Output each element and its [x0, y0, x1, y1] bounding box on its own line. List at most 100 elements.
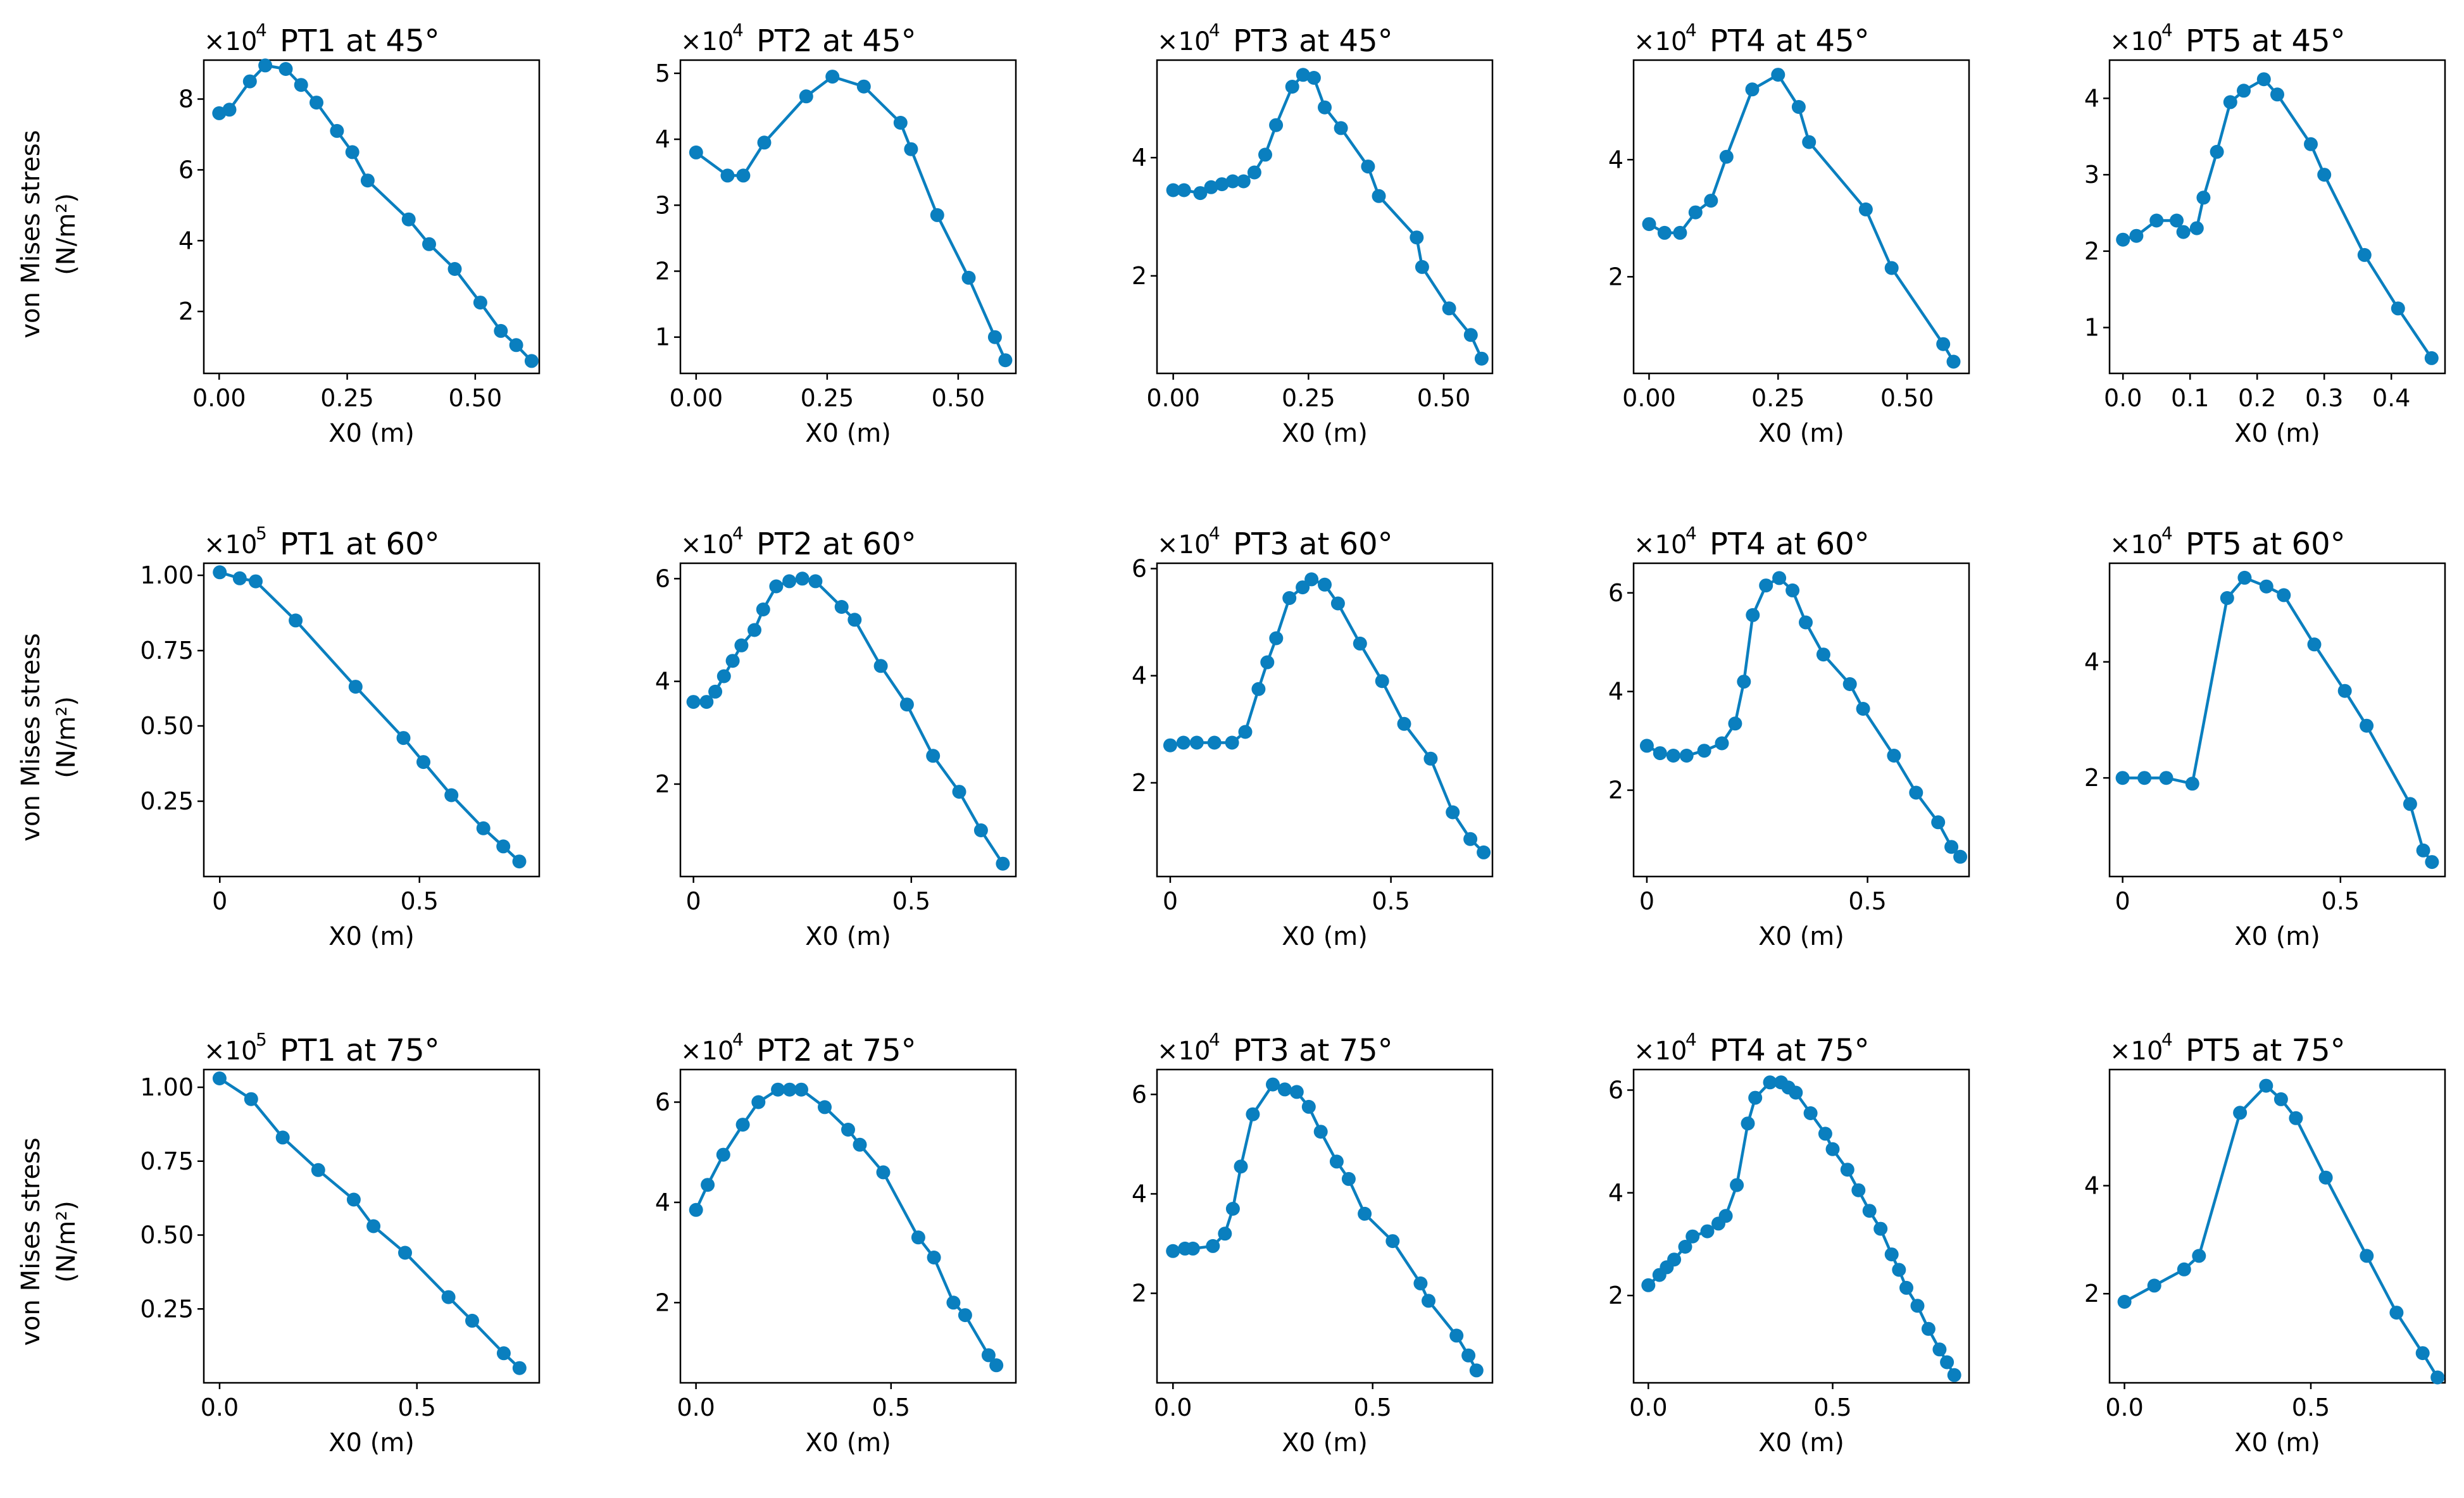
- data-point: [725, 654, 740, 668]
- scale-factor: ×10: [1634, 1037, 1687, 1066]
- x-axis-label: X0 (m): [1282, 1428, 1368, 1457]
- x-axis-label: X0 (m): [1282, 922, 1368, 951]
- subplot-2-1: 0.25 0.50 0.75 1.00 0 0.5 X0 (m) ×105 PT1 at 60°: [140, 523, 541, 951]
- data-point: [476, 821, 491, 835]
- data-point: [444, 788, 459, 802]
- data-point: [1718, 1209, 1733, 1223]
- scale-exponent: 4: [2161, 20, 2173, 41]
- data-point: [987, 330, 1002, 344]
- data-point: [757, 135, 772, 150]
- data-point: [2415, 1346, 2430, 1361]
- data-point: [1884, 1247, 1899, 1262]
- data-point: [1469, 1363, 1484, 1378]
- x-tick-label: 0: [686, 887, 701, 915]
- data-point: [1313, 1125, 1328, 1139]
- data-point: [689, 1202, 703, 1217]
- data-point: [2360, 1249, 2374, 1263]
- data-point: [1218, 1226, 1232, 1241]
- subplot-3-5: 240.0 0.5X0 (m)×104 PT5 at 75°: [2084, 1029, 2446, 1457]
- data-point: [825, 70, 840, 84]
- data-point: [2176, 225, 2191, 239]
- x-axis-label: X0 (m): [328, 1428, 415, 1457]
- subplot-title: PT4 at 75°: [1710, 1033, 1870, 1068]
- data-point: [2416, 843, 2430, 858]
- data-point: [1225, 1202, 1240, 1216]
- data-point: [893, 116, 908, 130]
- data-point: [973, 823, 988, 837]
- data-point: [222, 103, 237, 117]
- data-point: [834, 600, 849, 614]
- axes-frame: [679, 1068, 1017, 1384]
- data-point: [1899, 1280, 1913, 1295]
- data-point: [1449, 1328, 1464, 1343]
- data-point: [1166, 183, 1180, 197]
- data-point: [512, 854, 527, 869]
- x-tick-label: 0: [1163, 887, 1178, 915]
- data-point: [496, 839, 511, 854]
- data-point: [1873, 1221, 1888, 1236]
- y-tick-label: 4: [1132, 144, 1147, 172]
- data-point: [2189, 221, 2204, 235]
- data-point: [946, 1295, 961, 1310]
- data-point: [1225, 174, 1240, 189]
- data-point: [310, 96, 323, 110]
- data-point: [1715, 736, 1729, 751]
- x-tick-label: 0.0: [677, 1394, 715, 1421]
- y-tick-label: 0.75: [140, 637, 194, 665]
- data-point: [1679, 749, 1694, 763]
- x-tick-label: 0.0: [201, 1394, 239, 1421]
- data-point: [1940, 1355, 1954, 1370]
- data-point: [1641, 1278, 1656, 1292]
- row-ylabel-0-line2: (N/m²): [52, 193, 81, 275]
- x-tick-label: 0: [212, 887, 227, 915]
- data-point: [1269, 118, 1284, 132]
- data-point: [1422, 1294, 1435, 1308]
- data-point: [1334, 121, 1348, 135]
- data-point: [1862, 1204, 1877, 1218]
- data-point: [278, 62, 293, 76]
- data-point: [853, 1137, 867, 1152]
- data-point: [1289, 1085, 1304, 1099]
- data-point: [1789, 1085, 1803, 1100]
- y-tick-label: 2: [655, 257, 670, 285]
- y-tick-label: 0.75: [140, 1147, 194, 1175]
- axes-frame: [2108, 1068, 2446, 1384]
- data-point: [771, 1082, 785, 1097]
- y-tick-label: 2: [655, 1289, 670, 1316]
- x-axis-label: X0 (m): [805, 922, 891, 951]
- x-tick-label: 0.0: [2104, 384, 2142, 412]
- data-point: [952, 785, 966, 799]
- x-tick-label: 0.5: [1372, 887, 1410, 915]
- data-point: [1748, 1090, 1763, 1105]
- data-point: [1746, 608, 1760, 622]
- data-point: [1673, 225, 1687, 240]
- series-line: [1172, 1083, 1478, 1371]
- subplot-title: PT3 at 75°: [1233, 1033, 1393, 1068]
- data-point: [1477, 845, 1491, 859]
- scale-factor: ×10: [204, 27, 257, 56]
- axes-frame: [1156, 1068, 1494, 1384]
- x-tick-label: 0.50: [1417, 384, 1471, 412]
- y-tick-label: 4: [178, 227, 194, 254]
- row-ylabel-0: von Mises stress (N/m²): [16, 130, 81, 338]
- data-point: [1234, 1159, 1248, 1174]
- y-tick-label: 1: [2084, 314, 2099, 342]
- data-point: [1785, 583, 1800, 597]
- data-point: [751, 1095, 766, 1109]
- data-point: [2220, 591, 2234, 605]
- data-point: [1166, 1244, 1180, 1258]
- data-point: [2196, 190, 2211, 205]
- data-point: [2337, 683, 2352, 698]
- subplot-title: PT1 at 60°: [280, 527, 440, 562]
- y-tick-label: 6: [1132, 1080, 1147, 1108]
- data-point: [1193, 186, 1208, 201]
- data-point: [847, 613, 862, 627]
- subplot-title: PT5 at 45°: [2186, 23, 2346, 59]
- data-point: [1688, 205, 1703, 220]
- x-tick-label: 0.5: [1813, 1394, 1851, 1421]
- data-point: [782, 574, 797, 589]
- data-point: [2185, 777, 2199, 791]
